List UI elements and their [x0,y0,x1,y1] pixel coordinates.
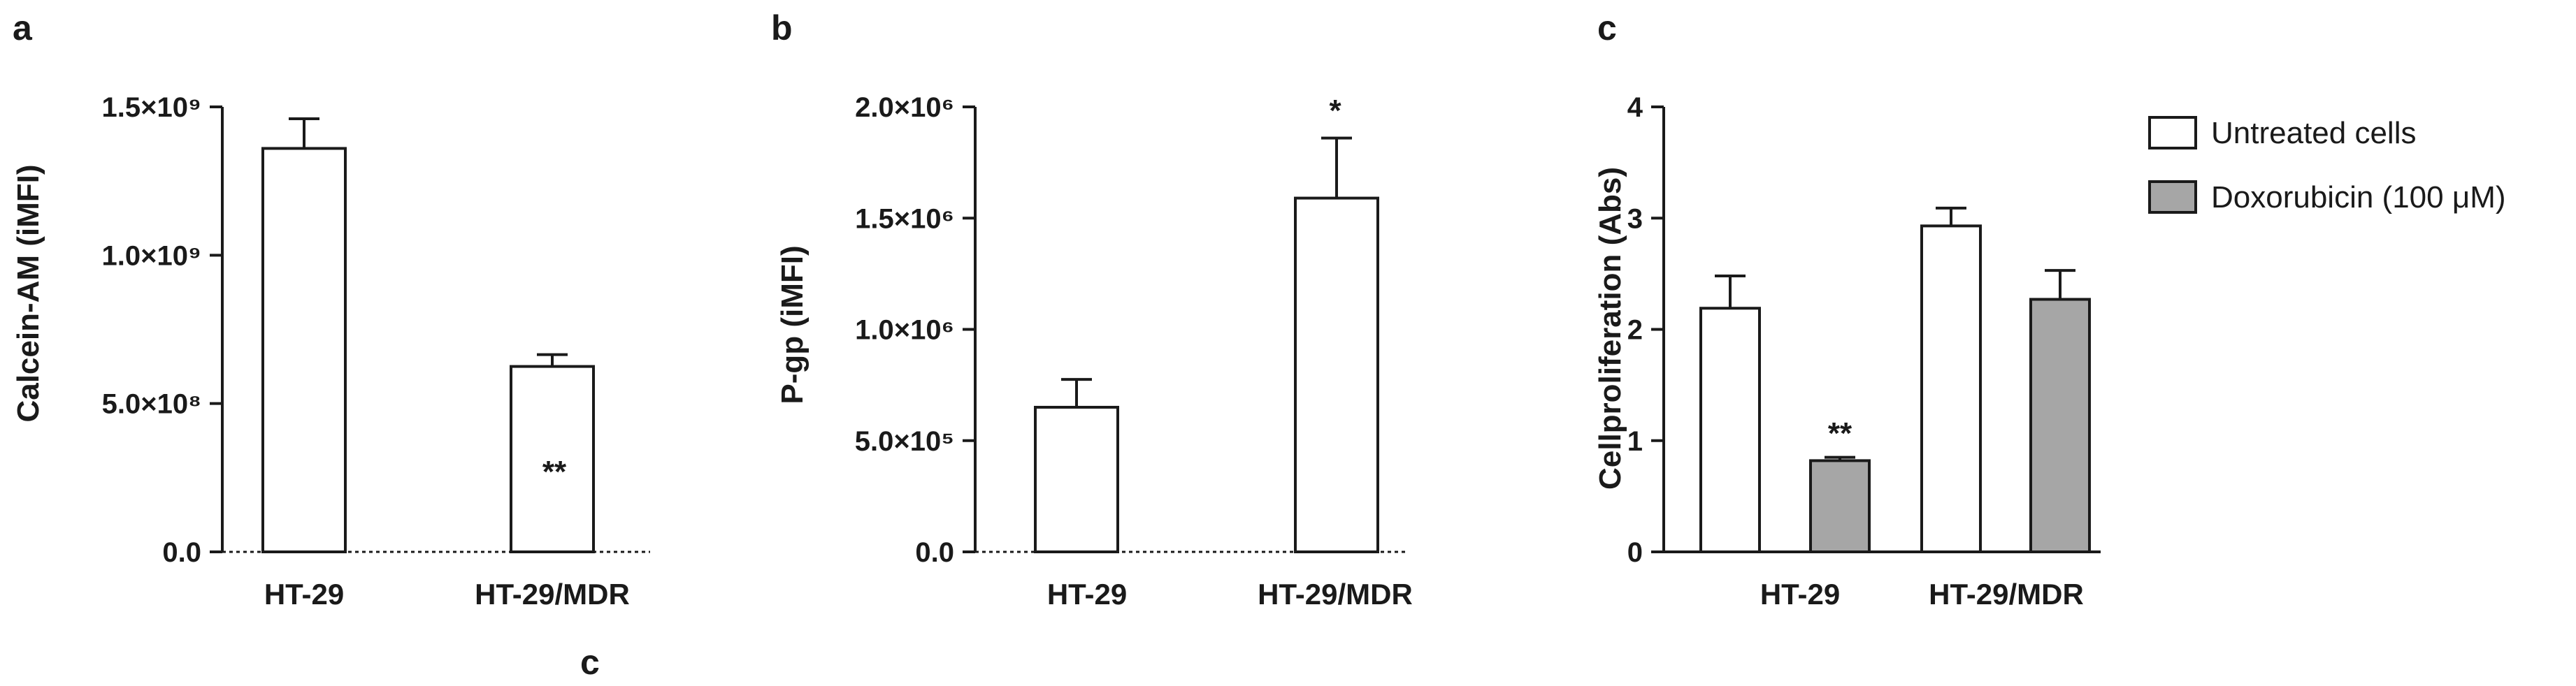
panel-b-y-tick-label-0: 0.0 [915,537,954,568]
panel-b-category-label-1: HT-29 [1047,578,1127,611]
panel-a-bar-1 [261,147,347,554]
panel-c-bars [1699,206,2091,553]
panel-a-y-tick-label-2: 1.0×10⁹ [102,240,201,271]
panel-a: a Calcein-AM (iMFI) 0.0 5.0×10⁸ 1.0×10⁹ 1.5… [11,8,650,611]
panel-c-y-axis-title: Cellproliferation (Abs) [1593,167,1627,490]
panel-c-y-tick-label-2: 2 [1627,315,1643,346]
panel-c-bar-untreated-1 [1699,307,1761,553]
panel-c: c Cellproliferation (Abs) 0 1 2 3 4 HT-29 HT… [1593,8,2506,611]
stray-panel-letter: c [580,643,600,682]
panel-b-significance-mark-2: * [1329,94,1341,128]
panel-letter-c: c [1597,8,1617,48]
panel-a-bar-2 [510,365,595,553]
panel-c-bar-untreated-2 [1920,224,1982,553]
panel-b-ticks: 0.0 5.0×10⁵ 1.0×10⁶ 1.5×10⁶ 2.0×10⁶ [855,92,975,568]
panel-c-bar-doxorubicin-2 [2029,298,2091,553]
panel-b-y-tick-label-4: 2.0×10⁶ [855,92,954,123]
panel-c-ticks: 0 1 2 3 4 [1627,92,1664,568]
panel-a-y-tick-label-1: 5.0×10⁸ [102,389,201,420]
panel-a-category-label-1: HT-29 [264,578,344,611]
panel-b-y-tick-label-3: 1.5×10⁶ [855,203,954,234]
panel-c-y-tick-label-0: 0 [1627,537,1643,568]
panel-c-y-tick-label-4: 4 [1627,92,1643,123]
legend-swatch-doxorubicin [2148,180,2197,214]
panel-b-y-tick-label-1: 5.0×10⁵ [855,426,954,457]
panel-b-bar-2 [1294,196,1379,553]
panel-c-legend: Untreated cells Doxorubicin (100 μM) [2148,116,2506,214]
panel-b-category-label-2: HT-29/MDR [1258,578,1413,611]
panel-c-category-label-1: HT-29 [1760,578,1840,611]
panel-a-significance-mark-2: ** [542,455,567,489]
panel-a-y-tick-label-0: 0.0 [162,537,201,568]
panel-b-y-axis-title: P-gp (iMFI) [775,245,810,404]
legend-label-untreated: Untreated cells [2211,116,2416,150]
panel-b: b P-gp (iMFI) 0.0 5.0×10⁵ 1.0×10⁶ 1.5×10⁶ 2.… [771,8,1413,611]
panel-a-y-axis-title: Calcein-AM (iMFI) [11,164,45,422]
panel-c-bar-doxorubicin-1 [1809,459,1871,553]
panel-a-y-tick-label-3: 1.5×10⁹ [102,92,201,123]
panel-a-category-label-2: HT-29/MDR [475,578,630,611]
panel-a-ticks: 0.0 5.0×10⁸ 1.0×10⁹ 1.5×10⁹ [102,92,222,568]
panel-letter-a: a [13,8,33,48]
panel-c-y-tick-label-3: 3 [1627,203,1643,234]
legend-label-doxorubicin: Doxorubicin (100 μM) [2211,180,2506,214]
panel-c-y-tick-label-1: 1 [1627,426,1643,457]
panel-a-bars [261,117,595,554]
panel-c-significance-mark-doxorubicin-1: ** [1828,416,1852,451]
panel-c-category-label-2: HT-29/MDR [1929,578,2084,611]
panel-b-y-tick-label-2: 1.0×10⁶ [855,315,954,346]
panel-b-bar-1 [1034,405,1119,553]
legend-swatch-untreated [2148,116,2197,149]
panel-letter-b: b [771,8,793,48]
panel-b-bars [1034,136,1379,553]
